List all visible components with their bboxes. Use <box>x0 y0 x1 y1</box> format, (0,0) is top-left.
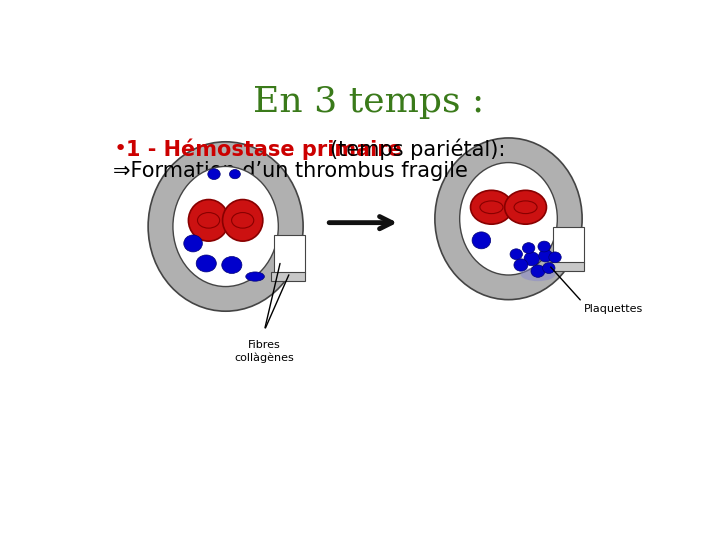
Ellipse shape <box>538 241 550 252</box>
Ellipse shape <box>435 138 582 300</box>
Ellipse shape <box>459 163 557 275</box>
Ellipse shape <box>521 267 555 281</box>
Text: 1 - Hémostase primaire: 1 - Hémostase primaire <box>126 139 402 160</box>
Bar <box>550 262 585 271</box>
Ellipse shape <box>196 255 216 272</box>
Bar <box>271 272 305 281</box>
Ellipse shape <box>230 170 240 179</box>
Ellipse shape <box>222 200 263 241</box>
Ellipse shape <box>543 262 555 273</box>
Ellipse shape <box>184 235 202 252</box>
Ellipse shape <box>222 256 242 273</box>
Text: Fibres
collàgènes: Fibres collàgènes <box>235 340 294 363</box>
Ellipse shape <box>531 265 545 278</box>
Ellipse shape <box>505 190 546 224</box>
Text: En 3 temps :: En 3 temps : <box>253 85 485 119</box>
Bar <box>554 227 585 264</box>
Text: •: • <box>113 139 127 159</box>
Ellipse shape <box>510 249 523 260</box>
Ellipse shape <box>524 252 539 266</box>
Ellipse shape <box>246 272 264 281</box>
Ellipse shape <box>189 200 229 241</box>
Text: Plaquettes: Plaquettes <box>584 303 643 314</box>
Ellipse shape <box>514 259 528 271</box>
Ellipse shape <box>148 142 303 311</box>
Ellipse shape <box>549 252 561 262</box>
Text: ⇒Formation d’un thrombus fragile: ⇒Formation d’un thrombus fragile <box>113 161 468 181</box>
Ellipse shape <box>471 190 513 224</box>
Ellipse shape <box>539 249 553 262</box>
Text: (temps pariétal):: (temps pariétal): <box>330 139 505 160</box>
Ellipse shape <box>523 242 535 253</box>
Bar <box>274 235 305 273</box>
Ellipse shape <box>173 166 279 287</box>
Ellipse shape <box>208 168 220 179</box>
Ellipse shape <box>472 232 490 249</box>
